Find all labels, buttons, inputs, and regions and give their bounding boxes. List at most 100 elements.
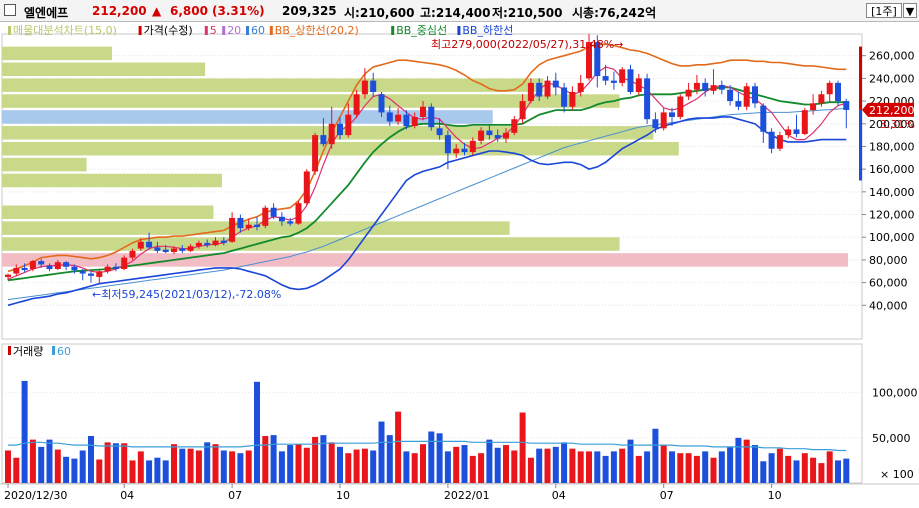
volume-unit-label: × 100 [880,468,914,481]
candle-body [154,247,161,251]
volume-bar [569,448,576,483]
volume-bar [710,457,717,483]
market-cap: 시총:76,242억 [572,6,657,20]
volume-bar [503,445,509,483]
volume-profile-bar [2,237,620,251]
price-tick-label: 140,000 [869,186,915,199]
range-down-strip [859,109,862,181]
price-tick-label: 100,000 [869,231,915,244]
legend-swatch [269,26,273,35]
candle-body [619,69,626,83]
volume-bar [361,448,368,483]
candle-body [129,250,136,258]
candle-body [195,242,202,247]
x-tick-label: 04 [120,489,134,502]
legend-item: BB_하한선 [462,23,513,37]
candle-body [677,96,684,117]
change-arrow-icon: ▲ [152,4,162,18]
volume-bar [79,450,86,483]
bb-lower-line [7,116,847,307]
legend-item: BB_중심선 [396,24,447,37]
x-tick-label: 2022/01 [444,489,490,502]
candle-body [776,135,783,149]
volume-bar [328,442,335,483]
candle-body [137,241,144,249]
volume-legend: 거래량 60 [8,345,71,358]
volume-bar [195,450,202,483]
menu-dropdown-icon[interactable]: ▼ [903,3,917,18]
candle-body [610,80,617,83]
high-price: 고:214,400 [420,6,491,20]
volume-bar [63,456,70,483]
volume-bar [785,455,792,483]
ma5-line [7,66,847,280]
volume-profile-bar [2,46,112,61]
volume-bar [345,453,352,483]
price-chart[interactable]: 40,000 60,000 80,000 100,000 120,000 140,000 1… [0,22,919,340]
volume-bar [129,460,136,483]
candle-body [660,112,667,129]
volume-bar [627,439,634,483]
candle-body [212,240,219,246]
volume-bar [444,451,451,483]
x-tick-label: 04 [552,489,566,502]
candle-body [486,130,493,136]
candle-body [444,135,451,154]
candle-body [303,171,310,204]
volume-bar [644,451,651,483]
legend-swatch [138,26,142,35]
volume-bar [453,446,460,483]
volume-bar [220,450,227,483]
candle-body [710,85,717,91]
candle-body [561,87,568,107]
volume-bar [278,451,285,483]
candle-body [370,80,377,92]
candle-body [96,271,103,277]
candle-body [436,128,443,136]
volume-bar [519,412,526,483]
legend-swatch [204,26,208,35]
candle-body [536,82,543,97]
range-up-strip [859,46,862,110]
candle-body [544,80,551,97]
volume-bar [610,451,617,483]
volume-bar [171,444,177,483]
volume-bar [395,411,402,483]
price-tick-label: 240,000 [869,72,915,85]
volume-bar [527,457,534,483]
high-annotation: 최고279,000(2022/05/27),31.48%→ [431,38,623,51]
price-tick-label: 160,000 [869,163,915,176]
volume-bar [295,444,302,483]
volume-bar [204,442,211,483]
volume-profile-bar [2,62,206,77]
volume-bar [685,453,692,483]
change-percent: (3.31%) [212,4,265,18]
volume-profile-bar [2,253,848,267]
volume-bar [652,428,659,483]
candle-body [345,114,352,136]
candle-body [187,246,194,251]
candle-body [179,248,186,251]
legend-swatch [391,26,395,35]
candle-body [818,94,825,104]
volume-bar [619,448,626,483]
volume-bar [71,458,78,483]
candle-body [527,82,534,102]
select-checkbox[interactable] [4,4,16,16]
candle-body [801,110,808,134]
volume-bar [677,453,684,483]
candle-body [685,89,692,97]
volume-chart[interactable]: 50,000 100,000 × 100 거래량 60 2020/12/30 04 07 10 2… [0,340,919,505]
period-button[interactable]: [1주] [866,3,902,18]
candle-body [79,271,86,274]
candle-body [511,119,518,133]
price-tick-label: 80,000 [869,254,908,267]
volume-bar [511,450,518,483]
volume-bar [602,455,609,483]
candle-body [245,224,252,229]
candle-body [353,94,360,115]
volume-bar [793,460,800,483]
volume-profile-bar [2,157,87,172]
volume-bar [702,451,709,483]
volume-bar [428,431,435,483]
